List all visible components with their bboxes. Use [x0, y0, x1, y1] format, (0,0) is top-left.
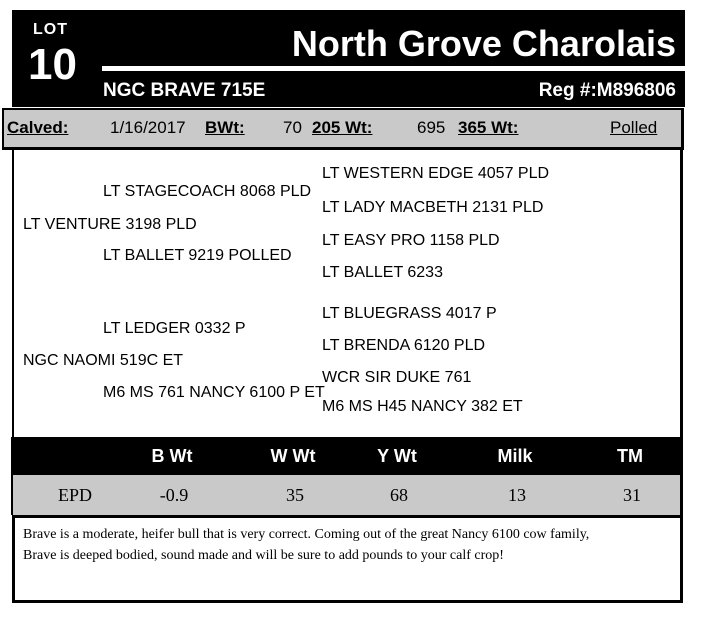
description-box: Brave is a moderate, heifer bull that is…: [12, 515, 683, 603]
epd-value-tm: 31: [623, 485, 641, 505]
bwt-value: 70: [283, 118, 302, 137]
epd-col-tm: TM: [617, 446, 643, 466]
pedigree-dam-dam-dam: M6 MS H45 NANCY 382 ET: [322, 398, 523, 415]
epd-table-header: B Wt W Wt Y Wt Milk TM: [11, 437, 683, 475]
epd-col-bwt: B Wt: [151, 446, 193, 466]
pedigree-sire-dam-dam: LT BALLET 6233: [322, 264, 443, 281]
pedigree-dam-dam-sire: WCR SIR DUKE 761: [322, 369, 472, 386]
pedigree-sire-sire-dam: LT LADY MACBETH 2131 PLD: [322, 199, 544, 216]
epd-col-milk: Milk: [497, 446, 533, 466]
horn-status: Polled: [610, 118, 658, 137]
pedigree-box: LT STAGECOACH 8068 PLD LT VENTURE 3198 P…: [12, 150, 683, 437]
calved-label: Calved:: [7, 118, 69, 137]
pedigree-sire-sire-sire: LT WESTERN EDGE 4057 PLD: [322, 165, 550, 182]
epd-value-milk: 13: [508, 485, 526, 505]
bwt-label: BWt:: [205, 118, 245, 137]
pedigree-sire-dam-sire: LT EASY PRO 1158 PLD: [322, 232, 500, 249]
pedigree-dam-sire: LT LEDGER 0332 P: [103, 320, 246, 337]
header-divider: [102, 66, 685, 71]
registration-number: Reg #:M896806: [538, 80, 676, 101]
epd-values-row: EPD -0.9 35 68 13 31: [11, 475, 683, 515]
epd-value-bwt: -0.9: [159, 485, 189, 505]
epd-value-ywt: 68: [390, 485, 408, 505]
description-line-1: Brave is a moderate, heifer bull that is…: [23, 527, 590, 542]
pedigree-sire-sire: LT STAGECOACH 8068 PLD: [103, 183, 312, 200]
calved-value: 1/16/2017: [110, 118, 186, 137]
pedigree-dam-sire-dam: LT BRENDA 6120 PLD: [322, 337, 486, 354]
animal-name: NGC BRAVE 715E: [103, 80, 266, 101]
epd-value-wwt: 35: [286, 485, 304, 505]
title-header: LOT 10 North Grove Charolais NGC BRAVE 7…: [12, 10, 685, 107]
wt365-label: 365 Wt:: [458, 118, 519, 137]
epd-col-wwt: W Wt: [270, 446, 316, 466]
wt205-value: 695: [417, 118, 446, 137]
stats-bar: Calved: 1/16/2017 BWt: 70 205 Wt: 695 36…: [2, 108, 684, 150]
epd-row-label: EPD: [57, 485, 93, 505]
pedigree-sire-dam: LT BALLET 9219 POLLED: [103, 247, 292, 264]
pedigree-dam-sire-sire: LT BLUEGRASS 4017 P: [322, 305, 497, 322]
lot-label: LOT: [33, 21, 68, 38]
description-line-2: Brave is deeped bodied, sound made and w…: [23, 548, 504, 563]
pedigree-dam-dam: M6 MS 761 NANCY 6100 P ET: [103, 384, 325, 401]
ranch-name: North Grove Charolais: [291, 23, 676, 64]
pedigree-sire: LT VENTURE 3198 PLD: [23, 216, 197, 233]
pedigree-dam: NGC NAOMI 519C ET: [23, 352, 184, 369]
epd-col-ywt: Y Wt: [377, 446, 417, 466]
wt205-label: 205 Wt:: [312, 118, 373, 137]
lot-number: 10: [28, 40, 77, 89]
